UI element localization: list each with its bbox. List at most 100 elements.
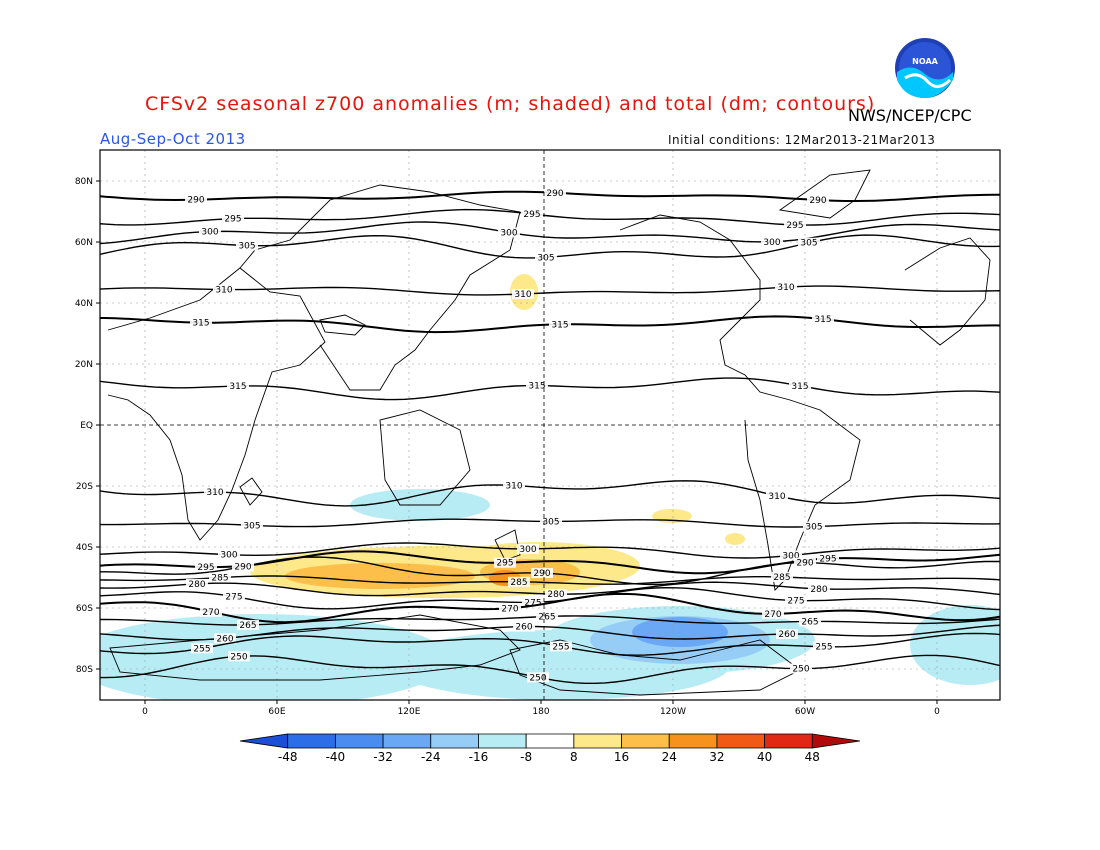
contour-line: [100, 542, 1000, 559]
lon-label: 120E: [398, 707, 421, 717]
contour-label: 270: [202, 608, 219, 618]
contour-label: 295: [786, 221, 803, 231]
lon-label: 0: [934, 707, 940, 717]
contour-label: 315: [791, 382, 808, 392]
lon-label: 180: [532, 707, 549, 717]
colorbar-label: -40: [326, 750, 346, 764]
colorbar-swatch: [287, 733, 336, 749]
lon-label: 120W: [660, 707, 686, 717]
lat-label: 60S: [76, 604, 93, 614]
contour-label: 270: [764, 610, 781, 620]
lat-label: 20N: [75, 360, 93, 370]
contour-label: 250: [230, 652, 247, 662]
colorbar-swatch: [573, 733, 622, 749]
colorbar-label: -32: [373, 750, 393, 764]
noaa-logo-text: NOAA: [912, 57, 938, 66]
contour-label: 280: [810, 585, 827, 595]
contour-label: 260: [216, 634, 233, 644]
colorbar-swatch: [621, 733, 670, 749]
contour-label: 250: [529, 673, 546, 683]
colorbar-label: 48: [805, 750, 820, 764]
colorbar-label: 40: [757, 750, 772, 764]
contour-label: 310: [514, 290, 531, 300]
colorbar-label: -16: [469, 750, 489, 764]
contour-label: 310: [206, 488, 223, 498]
lat-label: 20S: [76, 482, 93, 492]
contour-label: 300: [500, 229, 517, 239]
contour-label: 285: [211, 574, 228, 584]
contour-label: 310: [215, 286, 232, 296]
colorbar-swatch: [239, 733, 289, 749]
contour-line: [100, 624, 1000, 641]
contour-label: 290: [234, 563, 251, 573]
latitude-labels: 80N 60N 40N 20N EQ 20S 40S 60S 80S: [75, 177, 100, 675]
colorbar-swatch: [811, 733, 861, 749]
colorbar-swatch: [668, 733, 718, 749]
contour-label: 265: [801, 617, 818, 627]
colorbar-label: 24: [662, 750, 677, 764]
colorbar-label: -24: [421, 750, 441, 764]
colorbar-label: 8: [570, 750, 578, 764]
contour-label: 250: [792, 665, 809, 675]
contour-label: 300: [220, 551, 237, 561]
contour-label: 255: [815, 643, 832, 653]
contour-line: [100, 575, 1000, 585]
lat-label: 40N: [75, 299, 93, 309]
contour-line: [100, 221, 1000, 245]
colorbar-swatch: [382, 733, 432, 749]
contour-label: 305: [542, 517, 559, 527]
colorbar-label: -48: [278, 750, 298, 764]
contour-label: 260: [515, 623, 532, 633]
contour-label: 275: [787, 597, 804, 607]
contour-label: 295: [819, 554, 836, 564]
contour-label: 285: [510, 578, 527, 588]
contour-label: 295: [496, 559, 513, 569]
lat-label: 60N: [75, 238, 93, 248]
contour-label: 265: [538, 612, 555, 622]
colorbar-swatch: [764, 733, 813, 749]
lon-label: 60W: [795, 707, 815, 717]
lat-label: EQ: [80, 421, 93, 431]
colorbar-label: -8: [520, 750, 532, 764]
colorbar-swatch: [525, 733, 575, 749]
lat-label: 40S: [76, 543, 93, 553]
contour-label: 260: [778, 630, 795, 640]
contour-label: 305: [238, 242, 255, 252]
contour-label: 300: [201, 228, 218, 238]
contour-label: 310: [505, 482, 522, 492]
contour-label: 280: [547, 590, 564, 600]
longitude-labels: 0 60E 120E 180 120W 60W 0: [142, 700, 940, 717]
contour-label: 290: [809, 196, 826, 206]
contour-label: 310: [768, 492, 785, 502]
contour-label: 300: [782, 551, 799, 561]
colorbar-swatch: [716, 733, 766, 749]
contour-label: 305: [800, 239, 817, 249]
colorbar: -48 -40 -32 -24 -16 -8 8 16 24 32 40 48: [239, 733, 861, 764]
contour-line: [100, 586, 1000, 611]
initial-conditions: Initial conditions: 12Mar2013-21Mar2013: [668, 133, 935, 147]
season-label: Aug-Sep-Oct 2013: [100, 130, 246, 148]
lon-label: 60E: [268, 707, 285, 717]
colorbar-swatch: [478, 733, 527, 749]
contour-label: 295: [197, 563, 214, 573]
contour-label: 315: [528, 382, 545, 392]
contour-label: 280: [188, 580, 205, 590]
colorbar-swatch: [430, 733, 479, 749]
colorbar-swatch: [334, 733, 384, 749]
contour-label: 265: [239, 621, 256, 631]
colorbar-label: 32: [709, 750, 724, 764]
lat-label: 80N: [75, 177, 93, 187]
contour-line: [100, 208, 1000, 226]
map-area: 290 290 290 295 295 295 300 300 300 305 305 305 310 3…: [99, 149, 1001, 701]
contour-label: 315: [551, 320, 568, 330]
contour-label: 305: [243, 521, 260, 531]
contour-line: [100, 480, 1000, 507]
noaa-logo: NOAA: [895, 38, 955, 98]
contour-line: [100, 592, 1000, 624]
contour-label: 270: [501, 604, 518, 614]
contour-label: 285: [773, 573, 790, 583]
contour-label: 305: [805, 523, 822, 533]
height-contours: 290 290 290 295 295 295 300 300 300 305 305 305 310 3…: [100, 187, 1000, 684]
contour-label: 315: [229, 382, 246, 392]
